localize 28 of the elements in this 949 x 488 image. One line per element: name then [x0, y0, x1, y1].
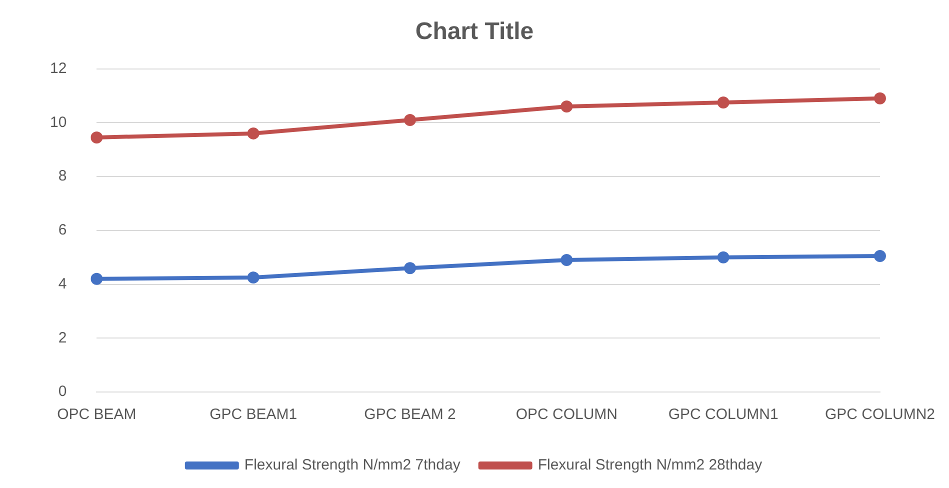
point [247, 127, 260, 140]
point [560, 254, 573, 266]
x-tick-label: GPC BEAM 2 [364, 406, 456, 424]
x-tick-label: GPC COLUMN2 [824, 406, 936, 424]
y-tick-label: 10 [50, 114, 67, 131]
point [717, 251, 730, 264]
point [874, 250, 886, 262]
point [90, 131, 103, 144]
point [90, 272, 103, 285]
x-tick-label: GPC COLUMN1 [668, 406, 778, 424]
legend-label: Flexural Strength N/mm2 7thday [244, 456, 461, 474]
legend-label: Flexural Strength N/mm2 28thday [538, 456, 763, 474]
chart-title: Chart Title [415, 18, 534, 46]
point [247, 272, 260, 284]
y-tick-label: 4 [58, 275, 67, 292]
y-tick-label: 8 [58, 168, 67, 185]
point [874, 92, 886, 104]
point [560, 100, 573, 113]
y-tick-label: 6 [58, 222, 67, 239]
x-tick-label: OPC COLUMN [516, 406, 618, 424]
y-tick-label: 12 [50, 60, 67, 77]
x-tick-label: GPC BEAM1 [210, 406, 298, 424]
point [404, 114, 416, 126]
y-tick-label: 0 [58, 383, 67, 400]
point [404, 262, 416, 274]
x-tick-label: OPC BEAM [57, 406, 136, 424]
point [717, 96, 730, 108]
y-tick-label: 2 [58, 329, 67, 346]
